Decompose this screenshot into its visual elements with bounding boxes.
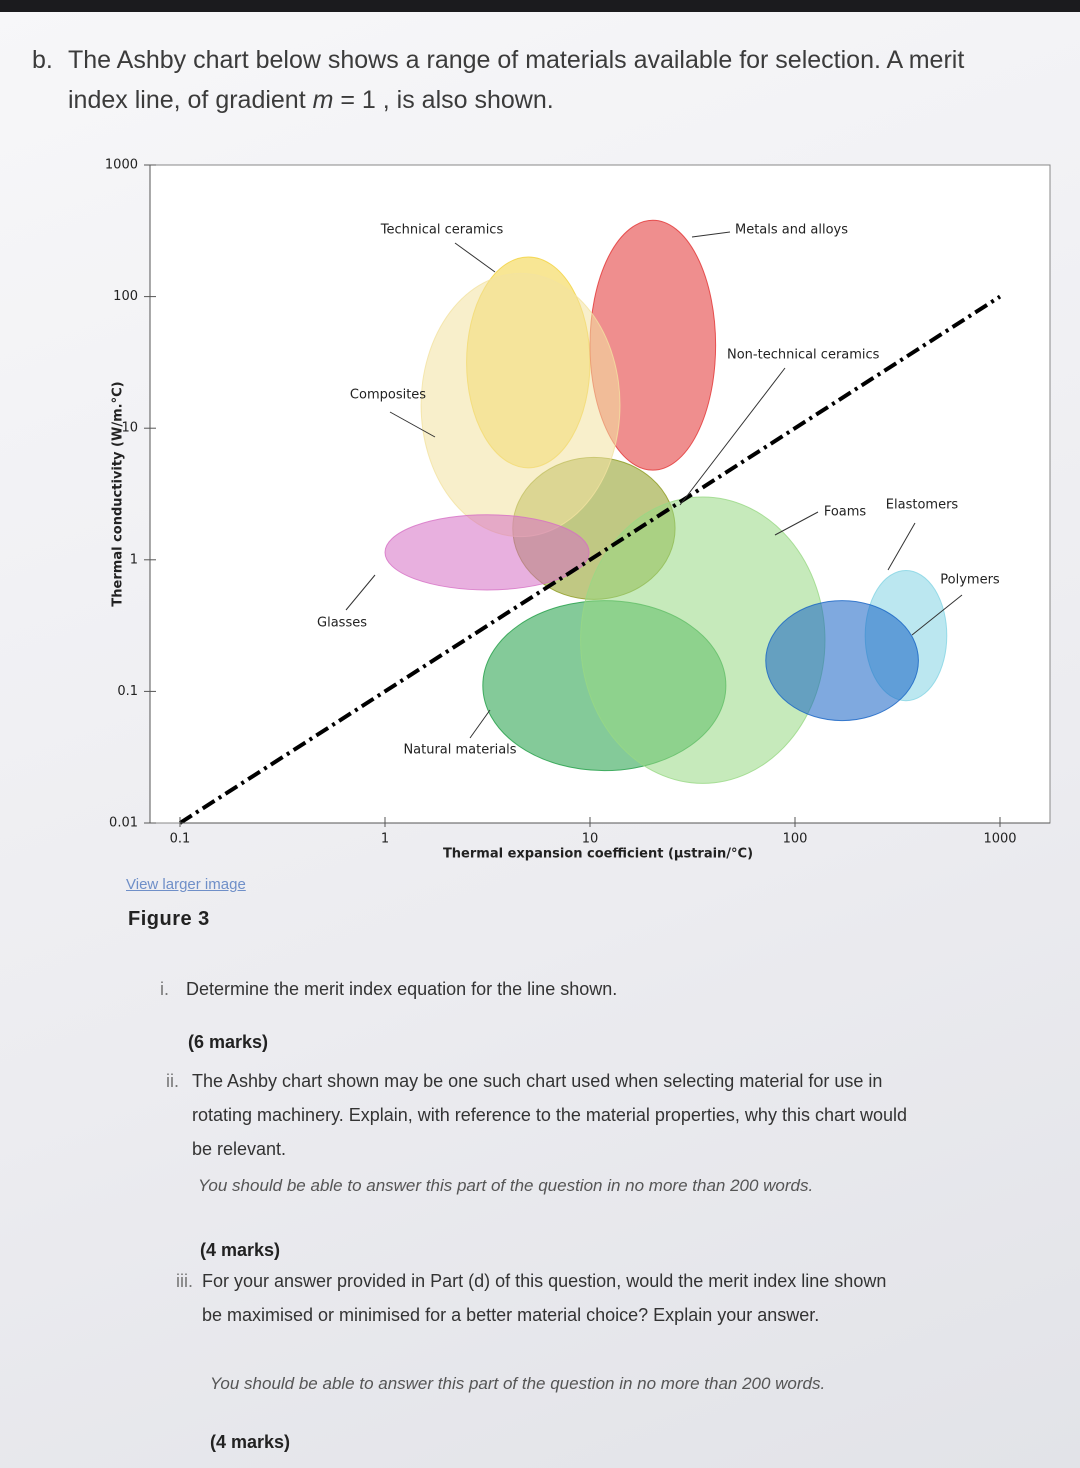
question-text: The Ashby chart shown may be one such ch…: [192, 1071, 907, 1159]
y-tick-label: 1000: [105, 158, 138, 173]
part-label: b.: [32, 46, 53, 74]
material-label: Glasses: [317, 616, 367, 631]
question-number: ii.: [166, 1071, 179, 1091]
heading-text-a: The Ashby chart below shows a range of m…: [68, 46, 965, 114]
leader-line: [454, 242, 496, 273]
word-limit-note: You should be able to answer this part o…: [198, 1176, 814, 1195]
material-label: Foams: [824, 505, 867, 520]
y-tick-label: 0.01: [109, 816, 138, 831]
question: iii. For your answer provided in Part (d)…: [176, 1264, 902, 1332]
material-label: Non-technical ceramics: [727, 348, 880, 363]
y-tick-label: 1: [130, 552, 138, 567]
leader-line: [679, 367, 786, 506]
marks: (6 marks): [188, 1032, 269, 1052]
question-heading: b. The Ashby chart below shows a range o…: [32, 40, 1022, 120]
figure-caption: Figure 3: [128, 908, 210, 930]
x-tick-label: 10: [582, 832, 599, 847]
x-tick-label: 1: [381, 832, 389, 847]
material-envelope: [384, 514, 590, 591]
leader-line: [774, 511, 819, 536]
question-text: Determine the merit index equation for t…: [186, 979, 618, 999]
question: i. Determine the merit index equation for…: [160, 972, 886, 1006]
leader-line: [887, 522, 916, 571]
question-number: i.: [160, 979, 169, 999]
y-tick-label: 100: [113, 289, 138, 304]
y-axis-title: Thermal conductivity (W/m.°C): [111, 381, 126, 606]
x-tick-label: 100: [783, 832, 808, 847]
marks: (4 marks): [200, 1240, 281, 1260]
question-text: For your answer provided in Part (d) of …: [202, 1271, 887, 1325]
leader-line: [345, 574, 376, 611]
heading-text-b: = 1 , is also shown.: [333, 86, 554, 114]
material-label: Composites: [350, 388, 426, 403]
material-label: Technical ceramics: [380, 223, 504, 238]
material-envelope: [420, 272, 621, 538]
material-envelope: [765, 600, 919, 722]
ashby-chart: 0.01 0.1 1 10 100 1000 0.1 1 10 100 1000 Technical …: [105, 158, 1051, 862]
screen-bezel: [0, 0, 1080, 12]
leader-line: [911, 594, 963, 636]
view-larger-link[interactable]: View larger image: [126, 876, 246, 893]
x-tick-label: 1000: [983, 832, 1016, 847]
x-axis-title: Thermal expansion coefficient (µstrain/°…: [443, 847, 753, 862]
y-tick-label: 0.1: [117, 684, 138, 699]
question: ii. The Ashby chart shown may be one such…: [166, 1064, 922, 1166]
material-label: Polymers: [940, 573, 1000, 588]
word-limit-note: You should be able to answer this part o…: [210, 1374, 826, 1393]
marks: (4 marks): [210, 1432, 291, 1452]
heading-text: The Ashby chart below shows a range of m…: [68, 40, 1022, 120]
merit-index-line: [178, 294, 1002, 825]
material-label: Natural materials: [403, 743, 516, 758]
leader-line: [389, 411, 436, 438]
y-tick-label: 10: [121, 421, 138, 436]
question-number: iii.: [176, 1271, 193, 1291]
material-label: Metals and alloys: [735, 223, 848, 238]
material-label: Elastomers: [886, 498, 959, 513]
leader-line: [469, 709, 491, 739]
leader-line: [691, 231, 731, 238]
gradient-symbol: m: [312, 86, 334, 114]
x-tick-label: 0.1: [170, 832, 191, 847]
